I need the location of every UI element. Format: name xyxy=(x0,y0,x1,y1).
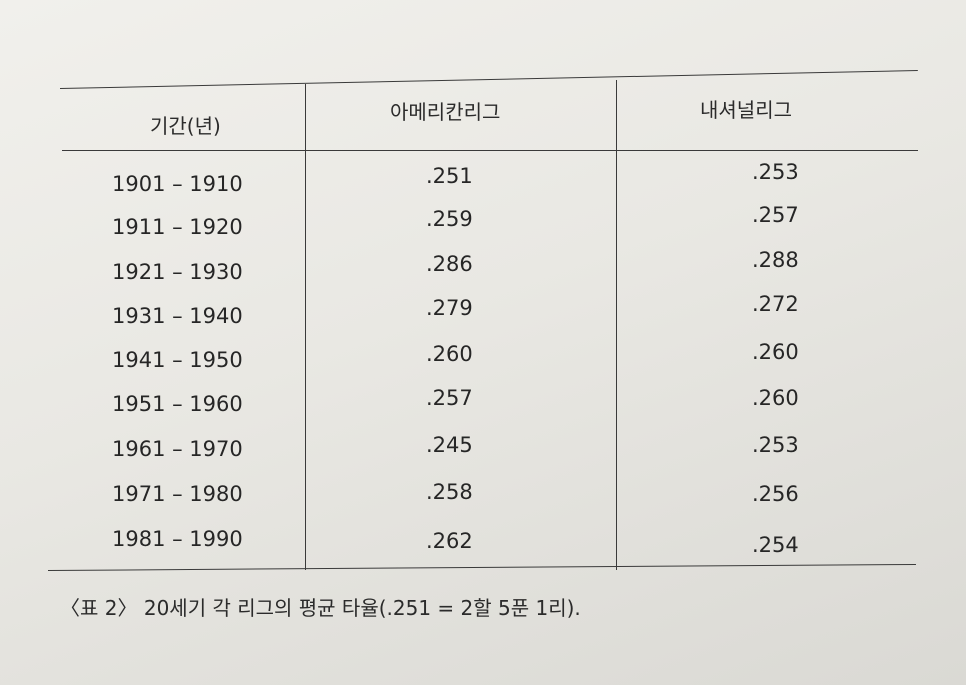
table-row: 1961 – 1970 .245 .253 xyxy=(0,433,966,467)
header-period: 기간(년) xyxy=(150,114,221,138)
al-average-cell: .257 xyxy=(426,386,473,410)
period-cell: 1981 – 1990 xyxy=(112,527,243,551)
table-row: 1941 – 1950 .260 .260 xyxy=(0,340,966,378)
table-caption: 〈표 2〉 20세기 각 리그의 평균 타율(.251 = 2할 5푼 1리). xyxy=(60,596,581,620)
nl-average-cell: .272 xyxy=(752,292,799,316)
nl-average-cell: .260 xyxy=(752,340,799,364)
nl-average-cell: .253 xyxy=(752,160,799,184)
table-top-rule xyxy=(59,70,918,89)
table-row: 1971 – 1980 .258 .256 xyxy=(0,480,966,512)
table-header-rule xyxy=(62,150,918,151)
al-average-cell: .258 xyxy=(426,480,473,504)
nl-average-cell: .254 xyxy=(752,533,799,557)
period-cell: 1901 – 1910 xyxy=(112,172,243,196)
nl-average-cell: .260 xyxy=(752,386,799,410)
header-american-league: 아메리칸리그 xyxy=(390,100,501,124)
period-cell: 1931 – 1940 xyxy=(112,304,243,328)
period-cell: 1961 – 1970 xyxy=(112,437,243,461)
header-national-league: 내셔널리그 xyxy=(700,98,792,122)
column-divider-1 xyxy=(305,84,306,570)
al-average-cell: .251 xyxy=(426,164,473,188)
table-bottom-rule xyxy=(47,563,916,571)
table-row: 1901 – 1910 .251 .253 xyxy=(0,160,966,202)
al-average-cell: .279 xyxy=(426,296,473,320)
nl-average-cell: .257 xyxy=(752,203,799,227)
column-divider-2 xyxy=(616,80,617,570)
nl-average-cell: .253 xyxy=(752,433,799,457)
nl-average-cell: .288 xyxy=(752,248,799,272)
period-cell: 1941 – 1950 xyxy=(112,348,243,372)
table-row: 1921 – 1930 .286 .288 xyxy=(0,248,966,290)
al-average-cell: .259 xyxy=(426,207,473,231)
al-average-cell: .260 xyxy=(426,342,473,366)
period-cell: 1971 – 1980 xyxy=(112,482,243,506)
al-average-cell: .286 xyxy=(426,252,473,276)
table-row: 1931 – 1940 .279 .272 xyxy=(0,292,966,334)
period-cell: 1911 – 1920 xyxy=(112,215,243,239)
period-cell: 1921 – 1930 xyxy=(112,260,243,284)
table-row: 1981 – 1990 .262 .254 xyxy=(0,527,966,557)
table-row: 1951 – 1960 .257 .260 xyxy=(0,386,966,422)
table-row: 1911 – 1920 .259 .257 xyxy=(0,203,966,245)
period-cell: 1951 – 1960 xyxy=(112,392,243,416)
al-average-cell: .262 xyxy=(426,529,473,553)
nl-average-cell: .256 xyxy=(752,482,799,506)
al-average-cell: .245 xyxy=(426,433,473,457)
